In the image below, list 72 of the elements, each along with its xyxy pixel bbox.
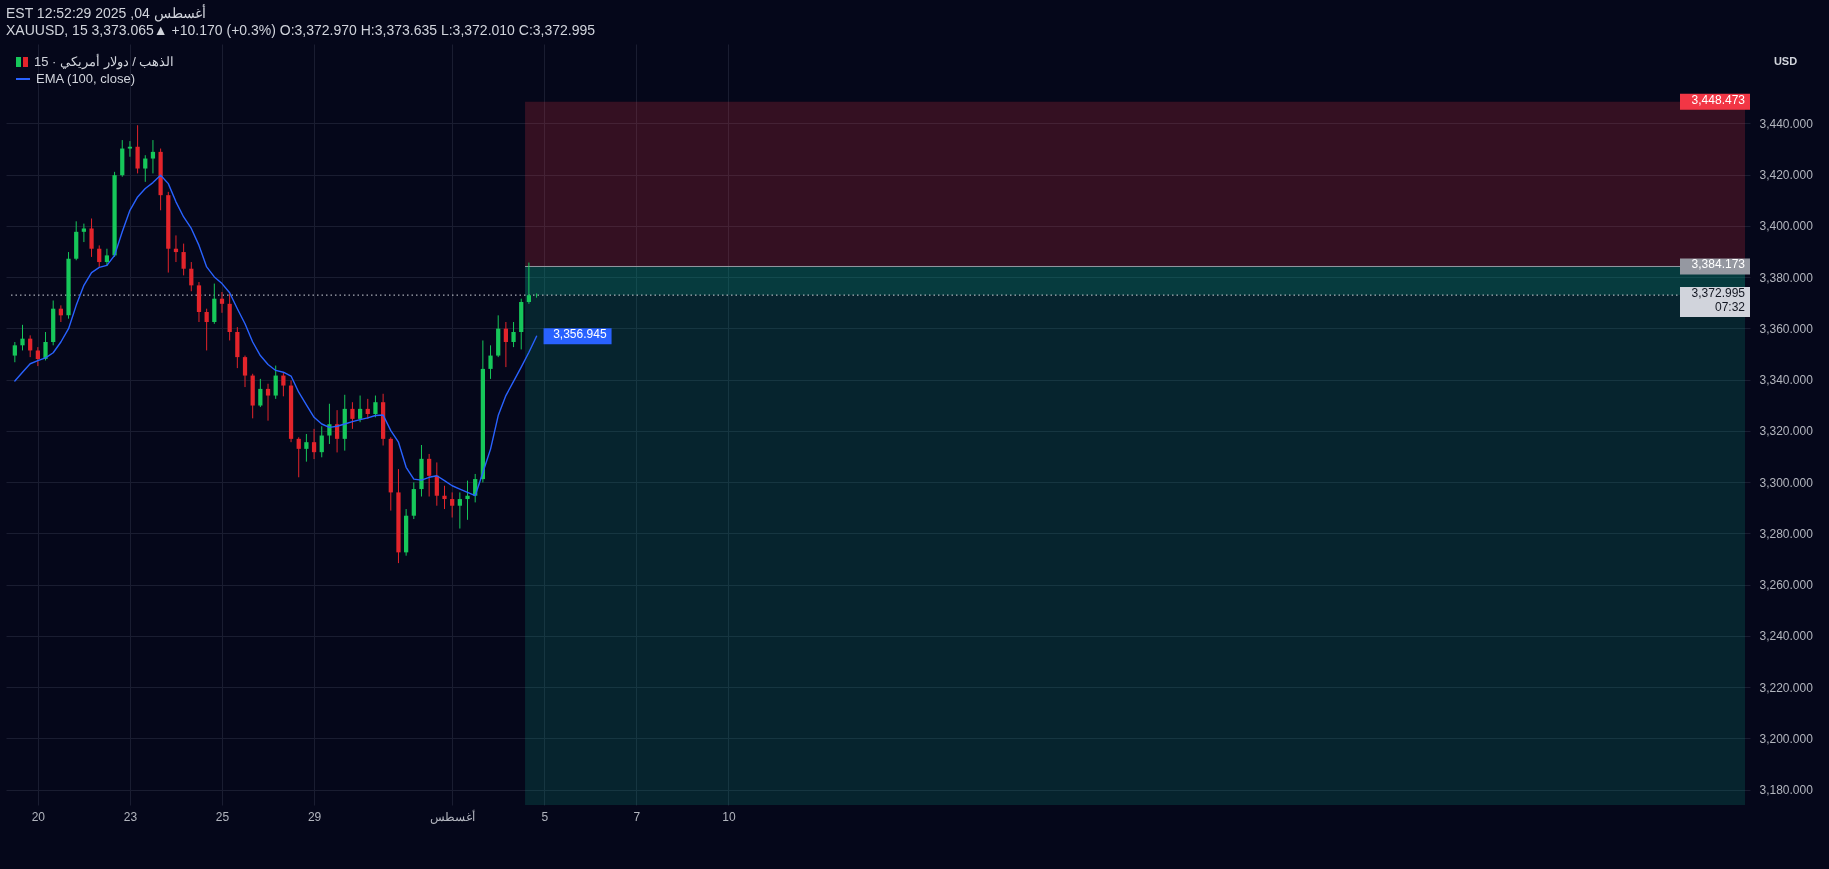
x-tick-label: 23 (123, 809, 138, 824)
candlestick (296, 436, 301, 478)
candlestick (20, 324, 25, 351)
x-tick-label: 7 (633, 809, 641, 824)
candlestick (258, 378, 263, 408)
legend-label: EMA (100, close) (36, 71, 135, 86)
candlestick (304, 433, 309, 463)
candlestick (503, 321, 508, 368)
candlestick (12, 341, 17, 363)
candlestick (350, 401, 355, 430)
candlestick (450, 491, 455, 519)
candlestick (319, 425, 324, 458)
candlestick (511, 321, 516, 348)
candlestick (357, 395, 363, 423)
x-tick-label: 20 (31, 809, 46, 824)
y-tick-label: 3,360.000 (1759, 321, 1814, 336)
x-tick-label: 25 (215, 809, 230, 824)
candlestick (219, 291, 225, 314)
candlestick (135, 124, 140, 174)
candlestick (150, 139, 156, 174)
line-series (14, 174, 538, 497)
candlestick (327, 403, 332, 445)
candlestick (189, 261, 194, 292)
y-tick-label: 3,380.000 (1759, 270, 1814, 285)
chart-title: EST 12:52:29 2025 ,04 أغسطس (6, 3, 206, 22)
ref-line-label: 3,384.173 (1691, 257, 1746, 272)
y-tick-label: 3,300.000 (1759, 475, 1814, 490)
chart-subtitle: XAUUSD, 15 3,373.065▲ +10.170 (+0.3%) O:3,372.970 H:3,373.635 L:3,372.010 C:3,372.995 (6, 22, 596, 38)
candlestick (89, 217, 94, 258)
candlestick (212, 283, 217, 325)
x-tick-label: 5 (541, 809, 549, 824)
candlestick (242, 355, 248, 388)
y-tick-label: 3,260.000 (1759, 578, 1814, 593)
candlestick (81, 223, 87, 243)
candlestick (365, 398, 370, 420)
x-tick-label: أغسطس (430, 808, 476, 824)
x-tick-label: 29 (307, 809, 322, 824)
candlestick (465, 480, 470, 521)
y-tick-label: 3,440.000 (1759, 116, 1814, 131)
y-axis-title: USD (1773, 54, 1798, 67)
y-tick-label: 3,280.000 (1759, 526, 1814, 541)
candlestick (204, 308, 209, 351)
data-label: 3,356.945 (553, 327, 607, 342)
candlestick (97, 244, 102, 268)
candlestick (181, 243, 186, 276)
ref-line-label: 3,372.995 07:32 (1691, 286, 1746, 315)
legend-label: 15 · الذهب / دولار أمريكي (34, 53, 175, 70)
candlestick (311, 428, 317, 460)
band-label: 3,448.473 (1691, 92, 1746, 107)
candlestick (526, 262, 532, 305)
y-tick-label: 3,340.000 (1759, 373, 1814, 388)
candlestick (273, 365, 278, 400)
candlestick (427, 453, 432, 497)
y-tick-label: 3,200.000 (1759, 731, 1814, 746)
y-tick-label: 3,220.000 (1759, 680, 1814, 695)
candlestick (457, 491, 462, 530)
candlestick (127, 140, 133, 158)
candlestick (35, 346, 40, 367)
candlestick (143, 154, 148, 183)
candlestick (373, 395, 378, 418)
candlestick (488, 344, 493, 380)
x-tick-label: 10 (722, 809, 736, 824)
y-tick-label: 3,180.000 (1759, 783, 1814, 798)
candlestick (43, 331, 48, 361)
y-tick-label: 3,240.000 (1759, 629, 1814, 644)
candlestick (442, 485, 447, 510)
candlestick (265, 383, 271, 422)
candlestick (281, 371, 286, 397)
candlestick (104, 248, 110, 267)
y-tick-label: 3,320.000 (1759, 424, 1814, 439)
y-tick-label: 3,400.000 (1759, 219, 1814, 234)
y-tick-label: 3,420.000 (1759, 168, 1814, 183)
